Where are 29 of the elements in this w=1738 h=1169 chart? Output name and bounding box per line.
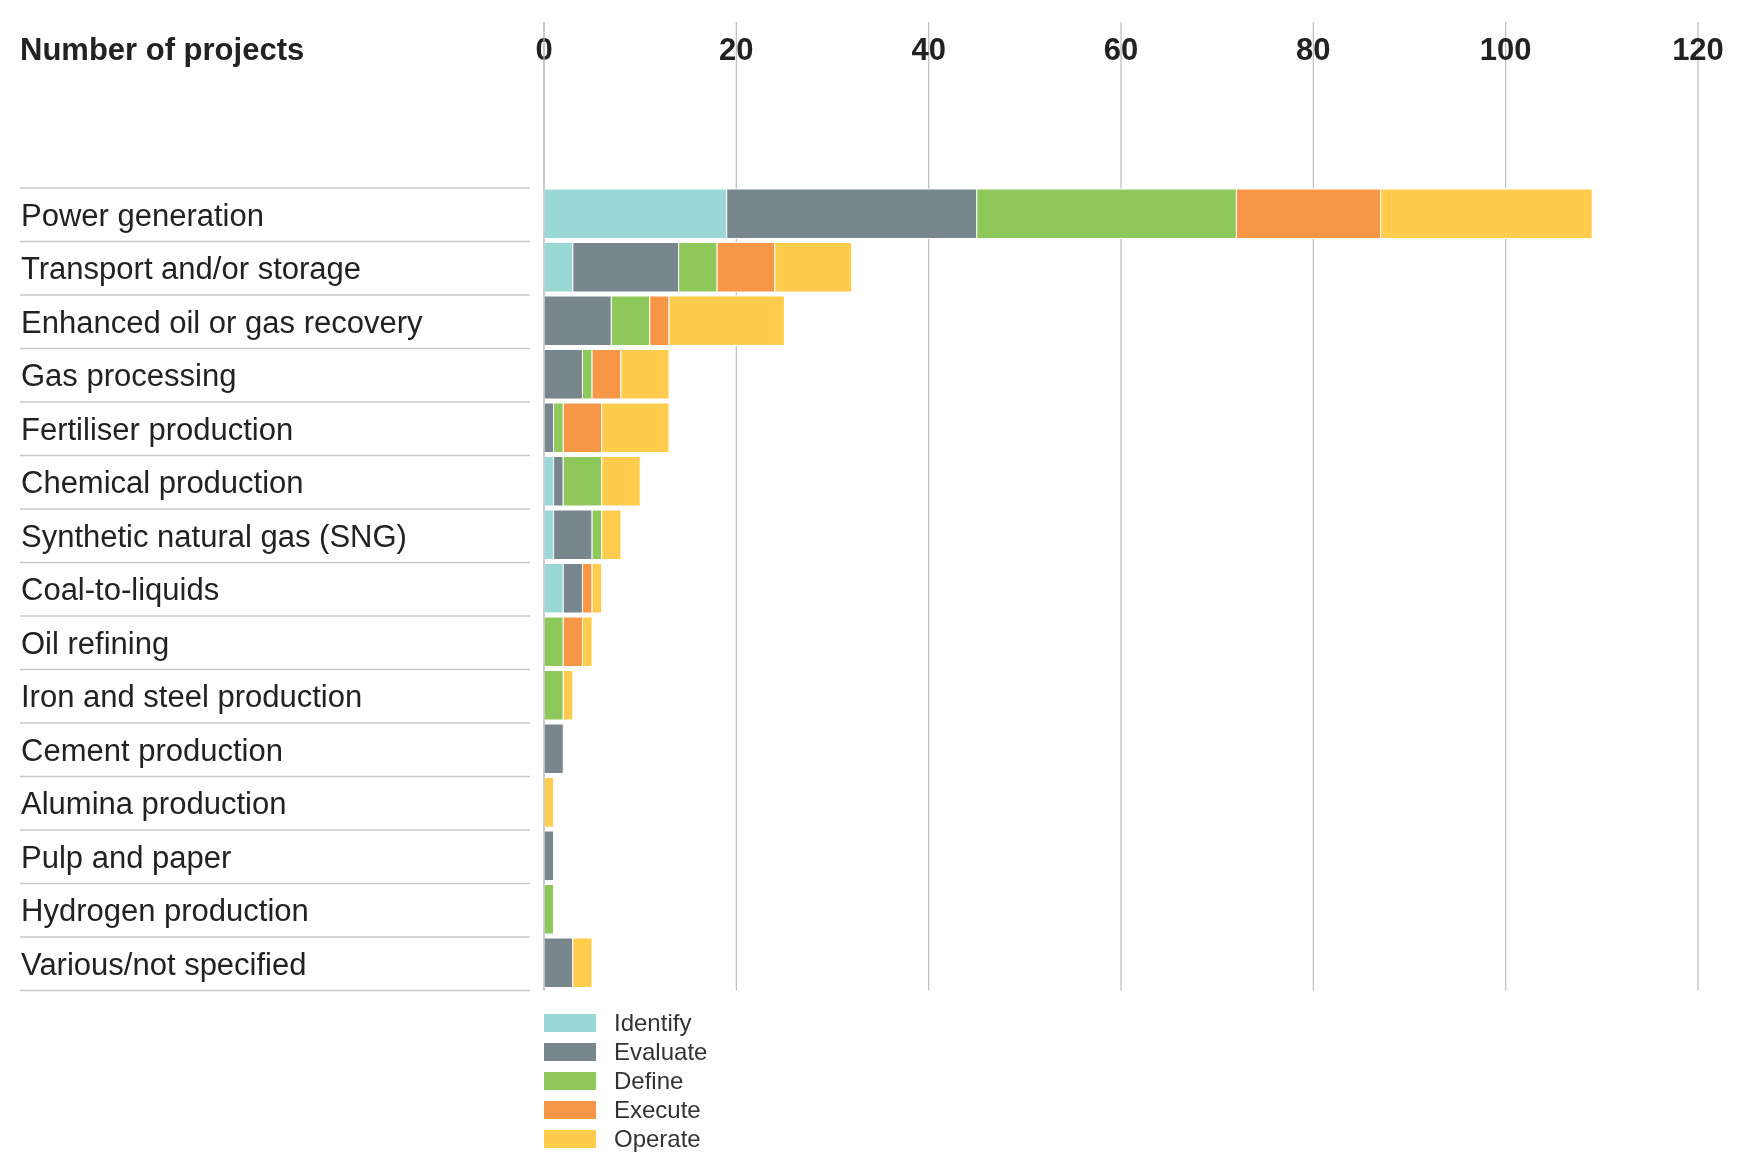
y-tick-label: Fertiliser production [21, 411, 294, 447]
legend-label: Define [614, 1067, 684, 1094]
bar [543, 723, 564, 774]
y-tick-label: Chemical production [21, 465, 304, 501]
x-tick-label: 40 [911, 32, 946, 67]
legend-label: Evaluate [614, 1038, 708, 1065]
y-tick-label: Alumina production [21, 786, 287, 822]
y-tick-label: Gas processing [21, 358, 237, 394]
y-tick-label: Various/not specified [21, 946, 307, 982]
legend-label: Identify [614, 1009, 692, 1036]
y-tick-label: Hydrogen production [21, 893, 309, 929]
y-tick-label: Oil refining [21, 625, 170, 661]
y-tick-label: Enhanced oil or gas recovery [21, 304, 423, 340]
x-tick-label: 20 [719, 32, 754, 67]
legend-label: Operate [614, 1125, 701, 1152]
y-tick-label: Synthetic natural gas (SNG) [21, 518, 407, 554]
y-tick-label: Pulp and paper [21, 839, 232, 875]
y-tick-label: Iron and steel production [21, 679, 363, 715]
x-tick-label: 120 [1672, 32, 1724, 67]
y-tick-label: Power generation [21, 197, 264, 233]
y-tick-label: Coal-to-liquids [21, 572, 220, 608]
x-tick-label: 0 [535, 32, 553, 67]
x-tick-label: 100 [1479, 32, 1532, 67]
x-tick-label: 80 [1296, 32, 1331, 67]
x-tick-label: 60 [1103, 32, 1139, 67]
y-tick-label: Cement production [21, 732, 283, 768]
legend-label: Execute [614, 1096, 701, 1123]
y-tick-label: Transport and/or storage [21, 251, 362, 287]
x-axis-title: Number of projects [20, 32, 305, 67]
